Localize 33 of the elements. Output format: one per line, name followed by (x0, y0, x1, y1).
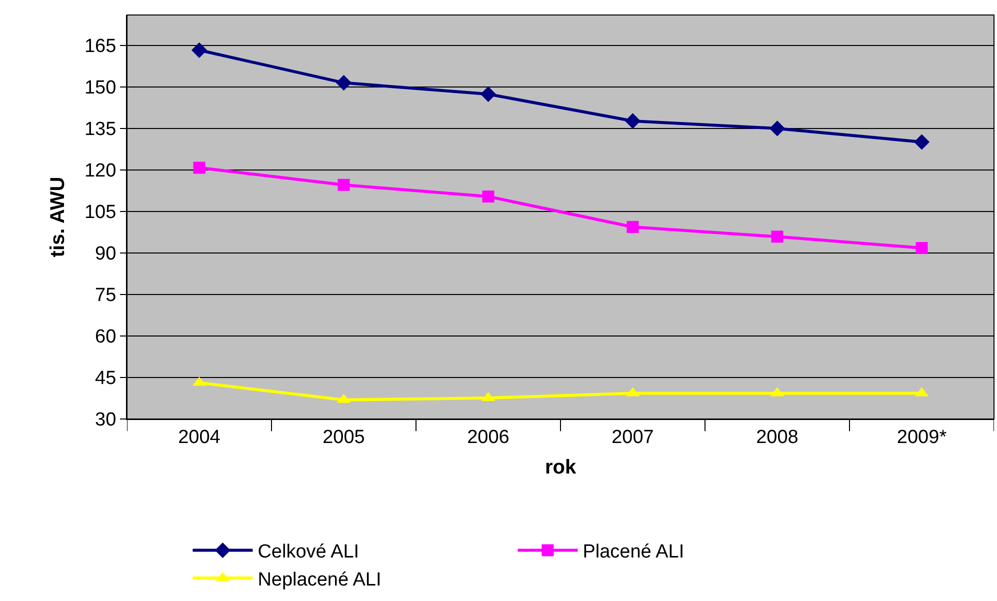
legend-label: Neplacené ALI (258, 569, 382, 590)
y-tick-label: 30 (95, 410, 116, 431)
point (769, 120, 786, 136)
point (191, 42, 208, 58)
point (626, 220, 639, 233)
x-tick-label: 2007 (612, 426, 654, 448)
y-tick-label: 45 (95, 368, 116, 390)
y-tick-label: 165 (84, 36, 116, 58)
point (916, 242, 928, 254)
legend-label: Placené ALI (582, 542, 684, 563)
point (338, 178, 350, 191)
point (193, 162, 206, 174)
point (482, 190, 494, 203)
point (480, 86, 496, 102)
y-tick-label: 90 (95, 244, 116, 265)
y-tick-label: 105 (84, 202, 116, 224)
point (624, 113, 641, 129)
x-tick-label: 2004 (178, 426, 221, 448)
y-tick-label: 60 (95, 326, 116, 348)
x-tick-label: 2005 (322, 426, 365, 448)
legend-label: Celkové ALI (258, 542, 360, 563)
x-axis-title: rok (544, 456, 577, 478)
x-tick-label: 2008 (756, 426, 798, 448)
point (336, 74, 352, 91)
point (914, 134, 930, 150)
y-axis-title: tis. AWU (46, 176, 69, 258)
y-tick-label: 75 (95, 285, 116, 306)
y-tick-label: 150 (84, 78, 116, 99)
x-tick-label: 2006 (467, 426, 510, 448)
x-tick-label: 2009* (896, 426, 948, 448)
y-tick-label: 120 (84, 160, 116, 182)
y-tick-label: 135 (84, 119, 116, 140)
point (771, 230, 784, 243)
